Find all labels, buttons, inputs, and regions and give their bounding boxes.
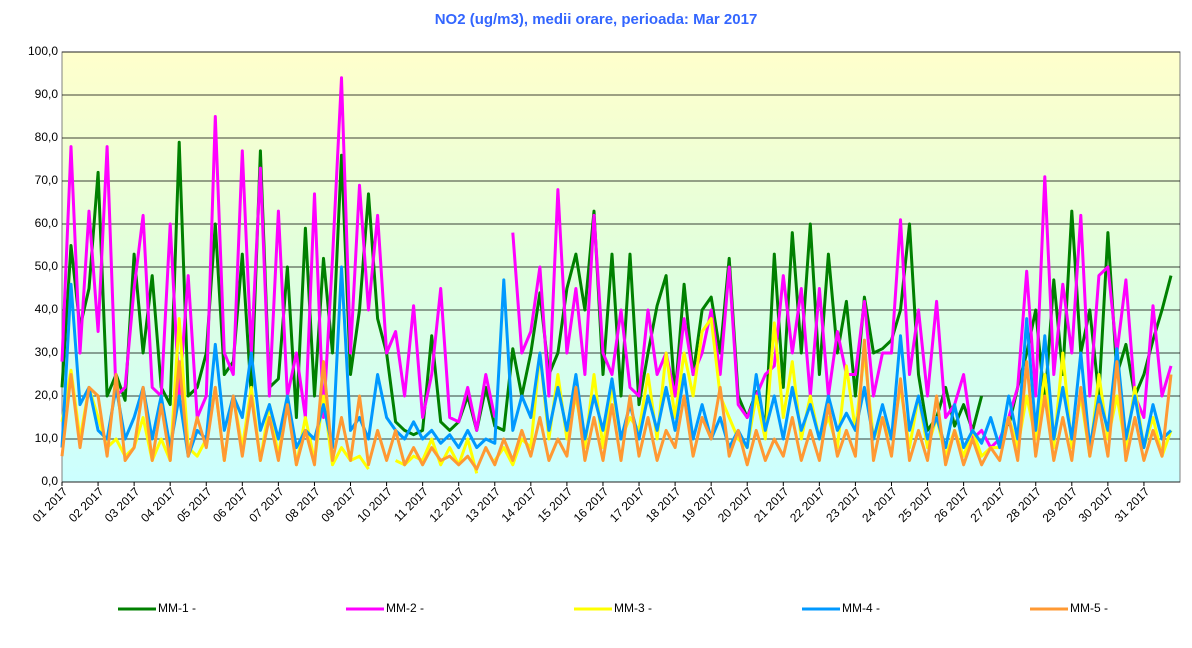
x-tick-label: 11 2017 [391,484,431,524]
x-tick-label: 03 2017 [102,484,143,525]
legend-label: MM-1 - [158,601,196,615]
x-tick-label: 23 2017 [823,484,864,525]
x-tick-label: 12 2017 [426,484,467,525]
x-tick-label: 16 2017 [571,484,612,525]
y-tick-label: 70,0 [35,173,59,187]
x-tick-label: 17 2017 [607,484,648,525]
series-line [60,265,1173,458]
x-tick-label: 05 2017 [174,484,215,525]
chart-title: NO2 (ug/m3), medii orare, perioada: Mar … [435,11,758,28]
y-tick-label: 60,0 [35,216,59,230]
series-line [60,338,1173,471]
y-tick-label: 20,0 [35,388,59,402]
x-tick-label: 31 2017 [1112,484,1153,525]
x-tick-label: 06 2017 [210,484,251,525]
legend-label: MM-2 - [386,601,424,615]
x-tick-label: 09 2017 [318,484,359,525]
y-tick-label: 90,0 [35,87,59,101]
x-tick-label: 01 2017 [30,484,71,525]
x-tick-label: 30 2017 [1076,484,1117,525]
x-tick-label: 26 2017 [931,484,972,525]
x-tick-label: 19 2017 [679,484,720,525]
x-tick-label: 20 2017 [715,484,756,525]
x-tick-label: 25 2017 [895,484,936,525]
x-tick-label: 13 2017 [463,484,504,525]
x-tick-label: 02 2017 [66,484,107,525]
y-tick-label: 50,0 [35,259,59,273]
x-tick-label: 18 2017 [643,484,684,525]
y-tick-label: 40,0 [35,302,59,316]
x-tick-label: 24 2017 [859,484,900,525]
x-tick-label: 27 2017 [967,484,1008,525]
x-tick-label: 10 2017 [354,484,395,525]
legend-label: MM-4 - [842,601,880,615]
legend-label: MM-3 - [614,601,652,615]
y-tick-label: 30,0 [35,345,59,359]
x-tick-label: 04 2017 [138,484,179,525]
x-tick-label: 08 2017 [282,484,323,525]
x-tick-label: 07 2017 [246,484,287,525]
x-tick-label: 28 2017 [1004,484,1045,525]
x-tick-label: 14 2017 [499,484,540,525]
y-tick-label: 80,0 [35,130,59,144]
x-tick-label: 15 2017 [535,484,576,525]
x-tick-label: 21 2017 [751,484,792,525]
series-line [60,76,1173,450]
y-tick-label: 100,0 [28,44,58,58]
legend-label: MM-5 - [1070,601,1108,615]
x-tick-label: 29 2017 [1040,484,1081,525]
y-tick-label: 0,0 [41,474,58,488]
y-tick-label: 10,0 [35,431,59,445]
x-tick-label: 22 2017 [787,484,828,525]
